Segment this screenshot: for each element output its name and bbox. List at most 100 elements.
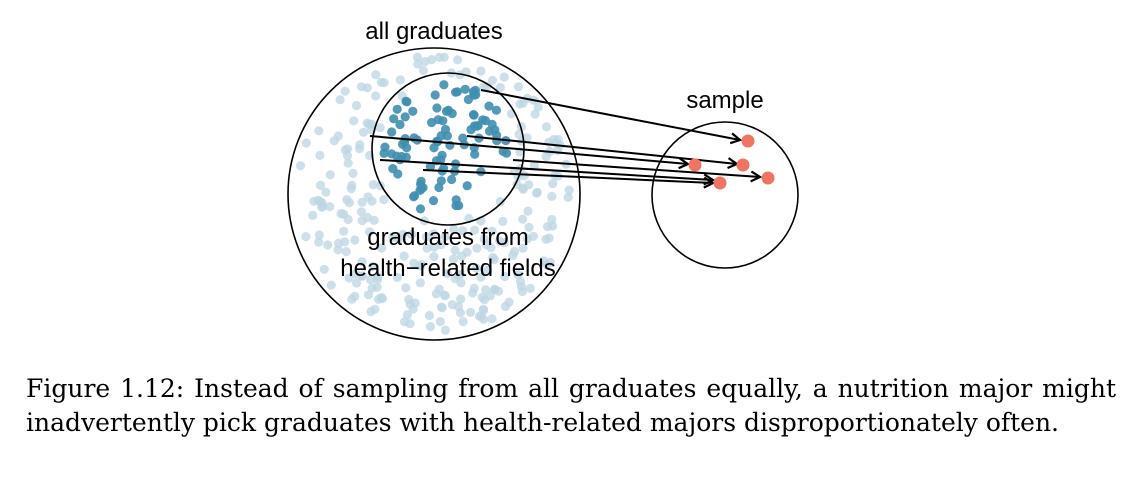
graduate-point — [442, 268, 452, 279]
graduate-point — [472, 243, 482, 253]
graduate-point — [377, 243, 387, 253]
graduate-point — [476, 272, 486, 282]
graduate-point — [457, 251, 467, 261]
graduate-point — [321, 187, 331, 197]
graduate-point — [422, 243, 432, 253]
sampling-arrow — [512, 159, 760, 177]
graduate-point — [365, 227, 375, 237]
graduate-point — [431, 289, 441, 299]
graduate-point — [548, 179, 558, 189]
graduate-point — [458, 226, 468, 236]
graduate-point — [392, 272, 402, 282]
graduate-point — [323, 240, 333, 250]
graduate-point — [314, 237, 324, 247]
health-graduate-point — [429, 143, 439, 153]
graduate-point — [365, 274, 376, 285]
graduate-point — [476, 311, 486, 321]
graduate-point — [362, 118, 372, 128]
health-graduate-point — [439, 80, 449, 90]
graduate-point — [340, 237, 350, 247]
graduate-point — [495, 82, 505, 93]
health-graduate-point — [434, 182, 444, 193]
sample-point — [761, 171, 775, 185]
graduate-point — [354, 144, 365, 154]
graduate-point — [455, 308, 465, 318]
health-graduate-point — [432, 103, 442, 113]
graduate-point — [350, 291, 360, 301]
graduate-point — [314, 126, 324, 136]
health-graduate-point — [387, 127, 397, 137]
graduate-point — [370, 304, 380, 314]
health-graduate-point — [409, 191, 420, 201]
graduate-point — [436, 240, 446, 250]
graduate-point — [395, 75, 405, 85]
health-graduate-point — [401, 96, 411, 106]
graduate-point — [513, 270, 523, 280]
graduate-point — [455, 270, 465, 280]
graduate-point — [314, 230, 324, 240]
graduate-point — [412, 52, 422, 62]
graduate-point — [379, 78, 389, 88]
health-graduate-point — [428, 196, 439, 206]
health-graduate-point — [425, 162, 435, 172]
graduate-point — [440, 325, 450, 335]
graduate-point — [494, 286, 504, 296]
graduate-point — [357, 271, 367, 281]
all-graduates-label: all graduates — [365, 18, 502, 45]
graduate-point — [487, 314, 497, 324]
graduate-point — [356, 207, 366, 217]
graduate-point — [440, 291, 450, 301]
graduate-point — [429, 252, 439, 262]
graduate-point — [525, 283, 535, 293]
health-graduates-points — [379, 80, 512, 214]
graduate-point — [547, 191, 557, 201]
graduate-point — [357, 216, 367, 226]
graduate-point — [563, 192, 573, 202]
graduate-point — [425, 322, 436, 332]
graduate-point — [434, 52, 445, 63]
sample-point — [688, 158, 702, 172]
graduate-point — [308, 210, 318, 220]
graduate-point — [317, 202, 327, 212]
graduate-point — [541, 122, 552, 132]
graduate-point — [517, 286, 528, 297]
health-graduate-point — [472, 121, 482, 131]
all-graduates-circle — [287, 47, 581, 341]
sampling-bias-diagram: all graduates graduates from health−rela… — [287, 18, 799, 341]
graduate-point — [471, 263, 481, 273]
graduate-point — [343, 144, 353, 154]
graduate-point — [399, 251, 409, 261]
graduate-point — [415, 278, 425, 288]
graduate-point — [509, 247, 520, 257]
graduate-point — [456, 294, 466, 304]
graduate-point — [470, 225, 480, 235]
graduate-point — [333, 245, 343, 255]
health-graduate-point — [440, 124, 451, 135]
graduate-point — [335, 95, 345, 105]
health-graduate-point — [389, 114, 399, 124]
health-graduate-point — [415, 204, 426, 214]
graduate-point — [363, 192, 373, 202]
health-graduate-point — [380, 142, 390, 152]
health-graduate-point — [388, 164, 398, 174]
graduate-point — [343, 214, 353, 225]
graduate-point — [368, 180, 378, 190]
graduate-point — [379, 195, 389, 205]
graduate-point — [325, 202, 335, 212]
graduate-point — [539, 256, 549, 266]
graduate-point — [348, 168, 358, 178]
graduate-point — [449, 224, 459, 234]
health-graduate-point — [469, 110, 479, 120]
graduate-point — [544, 233, 554, 243]
health-graduates-label-line1: graduates from — [367, 224, 528, 251]
graduate-point — [532, 188, 542, 198]
graduate-point — [408, 304, 418, 314]
graduate-point — [350, 269, 360, 279]
health-graduate-point — [408, 106, 418, 116]
graduate-point — [489, 255, 499, 265]
health-graduate-point — [397, 139, 408, 149]
health-graduate-point — [395, 119, 405, 130]
graduate-point — [350, 235, 360, 245]
graduate-point — [401, 283, 411, 293]
graduate-point — [421, 232, 431, 242]
